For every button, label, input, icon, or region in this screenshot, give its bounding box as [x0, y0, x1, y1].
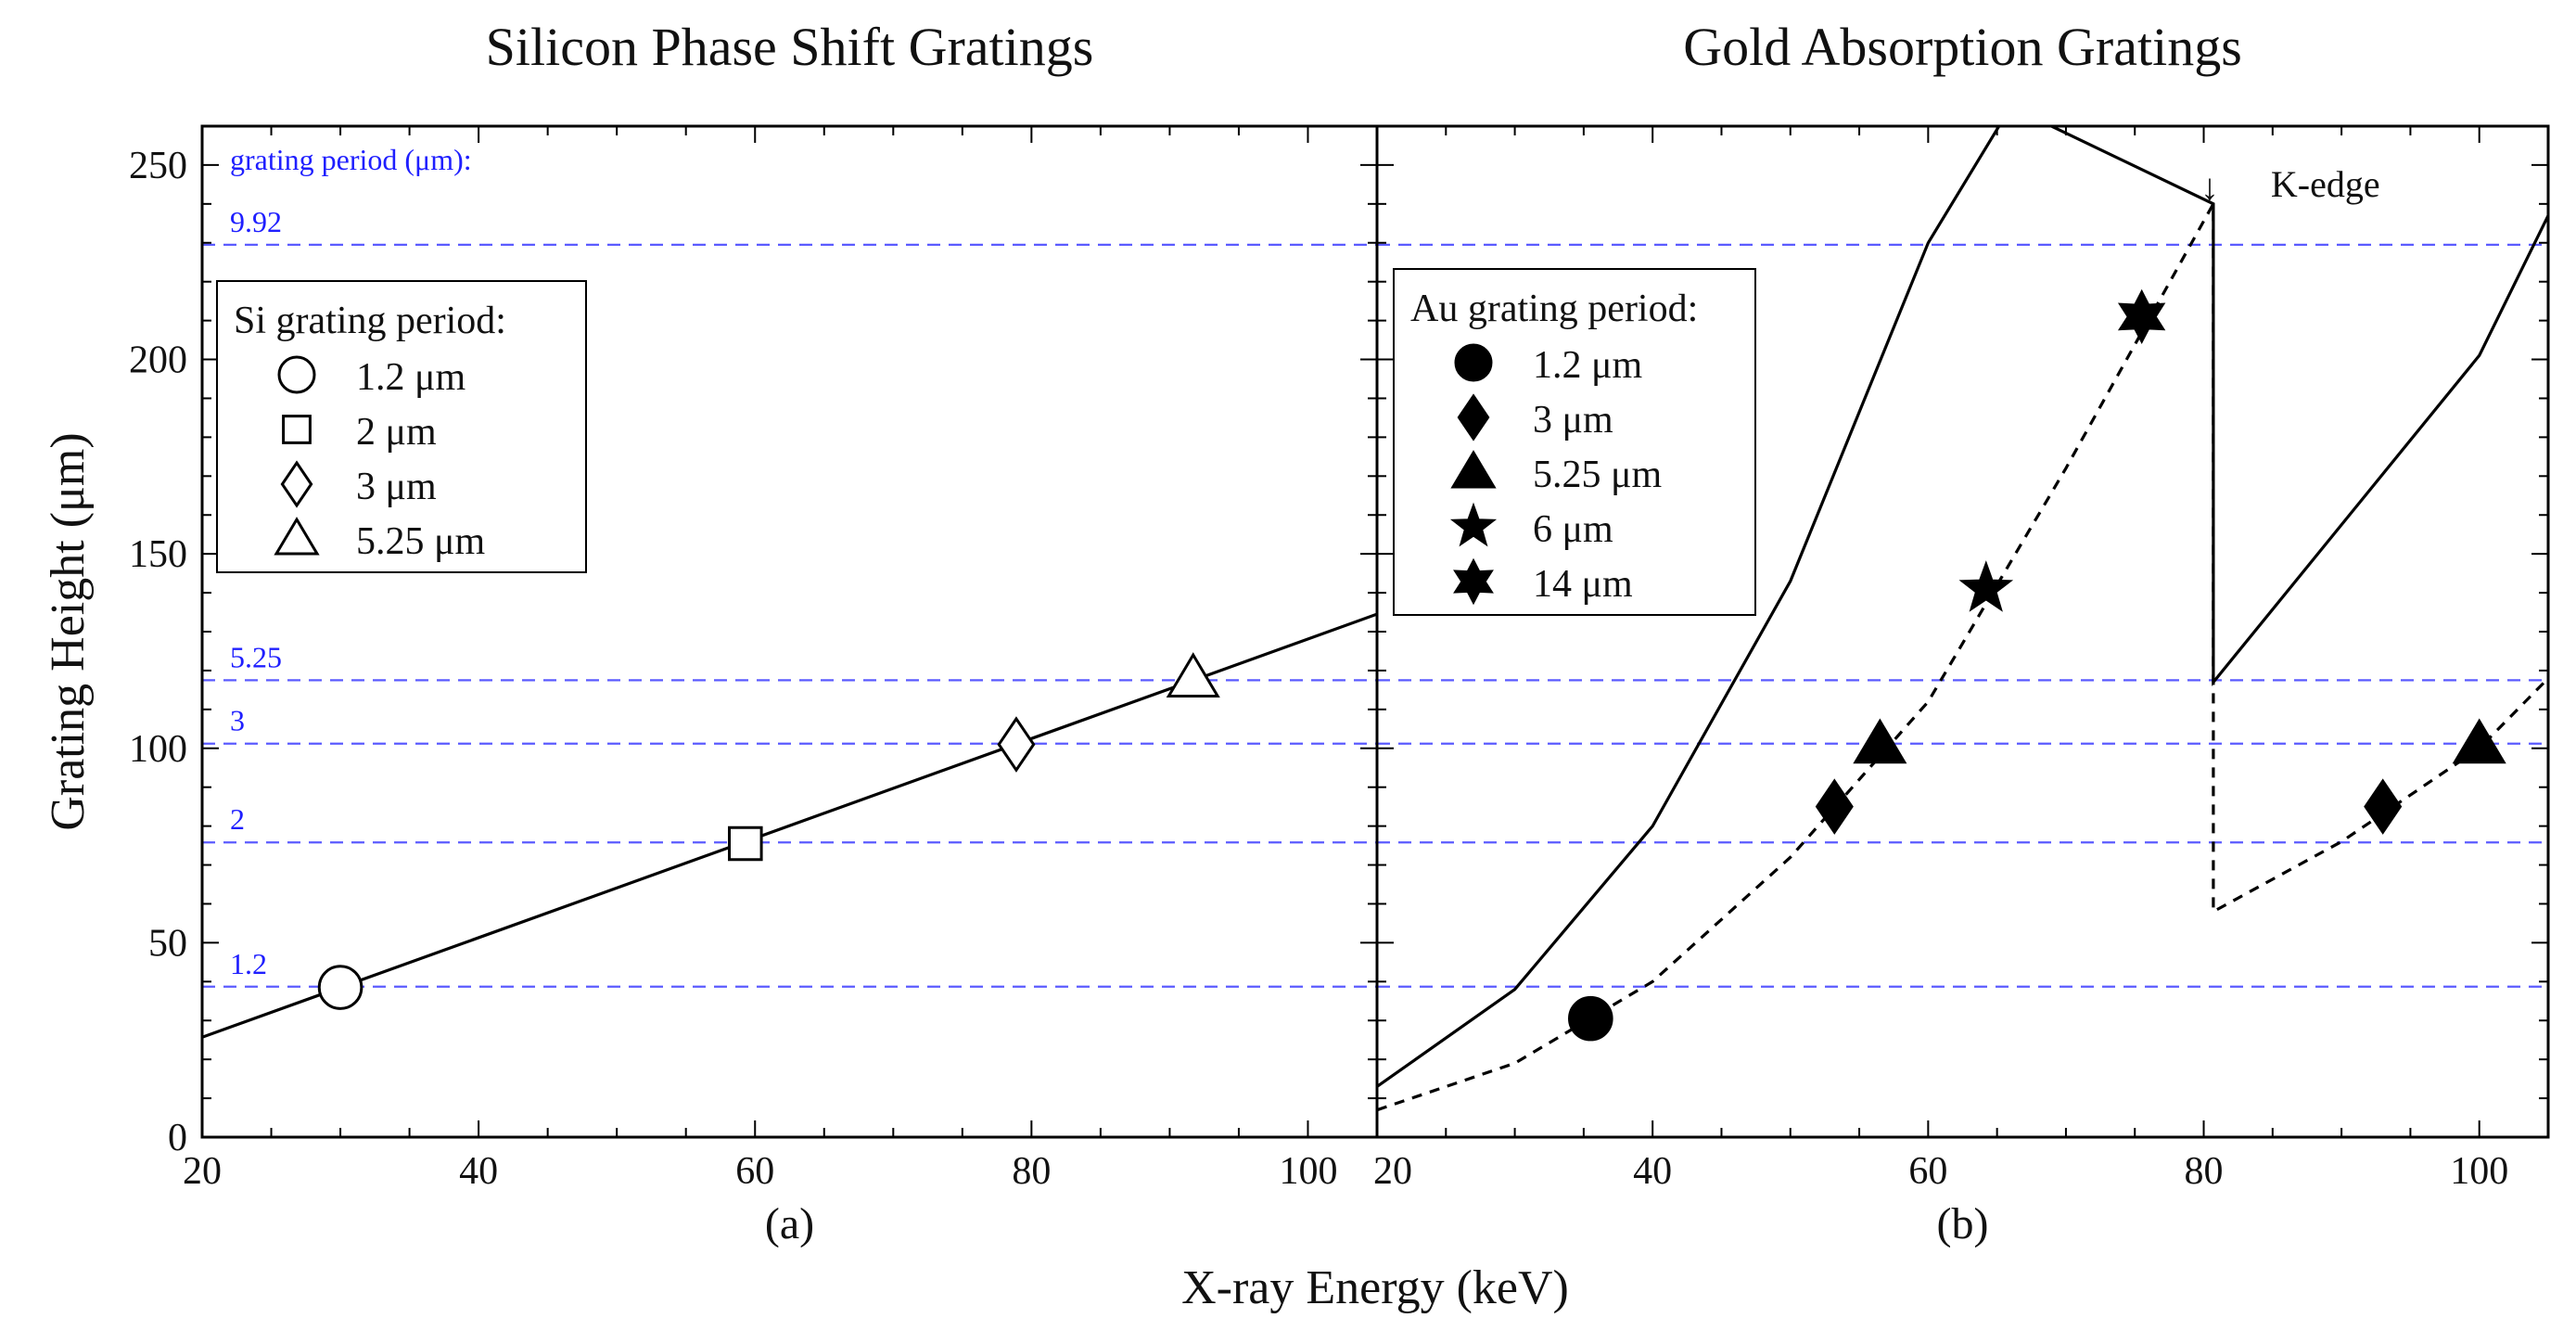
legend-marker-circle [277, 355, 316, 394]
y-axis-label: Grating Height (μm) [42, 432, 95, 830]
x-tick-label: 20 [1373, 1150, 1412, 1193]
data-marker-star6 [2117, 288, 2166, 345]
chart-title: Gold Absorption Gratings [1683, 17, 2242, 77]
axes-frame [200, 124, 1379, 1139]
series-line-upper [1377, 126, 2548, 1088]
data-marker-triangle [2452, 718, 2506, 764]
legend-entry-label: 3 μm [356, 466, 437, 508]
legend-box [216, 280, 587, 573]
period-lines-title: grating period (μm): [230, 143, 472, 176]
legend-entry-label: 3 μm [1533, 399, 1613, 442]
chart-title: Silicon Phase Shift Gratings [486, 17, 1094, 77]
y-tick-label: 250 [129, 145, 187, 187]
legend-entry-label: 5.25 μm [1533, 454, 1663, 496]
y-tick-label: 50 [148, 922, 187, 965]
series-line-lower [1377, 198, 2548, 1112]
data-marker-square [728, 825, 763, 862]
legend-marker-star6 [1453, 557, 1494, 606]
legend-marker-diamond [280, 460, 313, 508]
legend-entry-label: 1.2 μm [356, 356, 466, 399]
x-tick-label: 80 [2185, 1150, 2224, 1193]
x-tick-label: 60 [1908, 1150, 1947, 1193]
subplot-label: (b) [1937, 1199, 1989, 1248]
legend-title: Au grating period: [1410, 288, 1698, 330]
period-label: 2 [230, 802, 245, 836]
period-label: 3 [230, 704, 245, 737]
data-marker-triangle [1166, 652, 1220, 698]
data-marker-circle [1568, 995, 1613, 1042]
legend-marker-circle [1454, 343, 1493, 382]
x-axis-label: X-ray Energy (keV) [1181, 1261, 1569, 1314]
data-marker-circle [317, 965, 363, 1010]
x-tick-label: 100 [1279, 1150, 1337, 1193]
y-tick-label: 100 [129, 728, 187, 771]
k-edge-arrow: ↓ [2200, 166, 2219, 208]
legend-entry-label: 5.25 μm [356, 520, 486, 563]
legend-entry-label: 2 μm [356, 411, 437, 454]
legend-title: Si grating period: [234, 300, 506, 342]
data-marker-diamond [2364, 778, 2403, 835]
x-tick-label: 40 [459, 1150, 498, 1193]
legend-marker-square [282, 415, 312, 444]
legend-marker-diamond [1457, 393, 1490, 442]
k-edge-label: K-edge [2271, 163, 2380, 205]
y-tick-label: 0 [168, 1117, 187, 1159]
legend-marker-star5 [1449, 502, 1498, 547]
x-tick-label: 40 [1633, 1150, 1672, 1193]
x-tick-label: 20 [183, 1150, 222, 1193]
legend-marker-triangle [274, 517, 320, 556]
data-marker-star5 [1958, 560, 2014, 612]
period-label: 9.92 [230, 205, 282, 238]
period-label: 1.2 [230, 947, 267, 980]
y-tick-label: 150 [129, 533, 187, 576]
data-marker-diamond [1815, 778, 1854, 835]
x-tick-label: 60 [735, 1150, 774, 1193]
period-label: 5.25 [230, 640, 282, 673]
legend-entry-label: 1.2 μm [1533, 344, 1643, 387]
subplot-label: (a) [765, 1199, 814, 1248]
legend-entry-label: 6 μm [1533, 508, 1613, 551]
data-marker-triangle [1853, 718, 1907, 764]
data-marker-diamond [997, 716, 1036, 773]
x-tick-label: 80 [1012, 1150, 1051, 1193]
y-tick-label: 200 [129, 339, 187, 382]
legend-box [1393, 268, 1756, 616]
x-tick-label: 100 [2450, 1150, 2508, 1193]
legend-marker-triangle [1450, 450, 1497, 489]
legend-entry-label: 14 μm [1533, 563, 1633, 606]
